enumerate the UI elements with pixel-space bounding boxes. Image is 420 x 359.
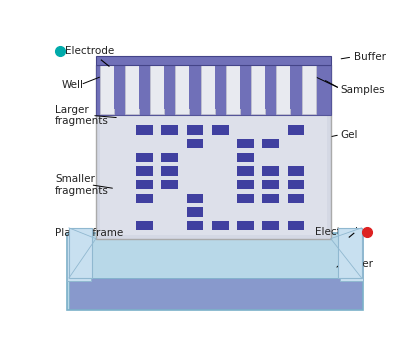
Bar <box>96 65 331 239</box>
Text: Buffer: Buffer <box>341 259 373 269</box>
Bar <box>251 65 265 114</box>
Bar <box>288 221 304 230</box>
Bar <box>96 56 331 65</box>
Bar <box>136 153 153 162</box>
Bar <box>161 180 178 189</box>
Bar <box>186 125 204 135</box>
Bar <box>164 65 176 109</box>
Text: Larger
fragments: Larger fragments <box>55 105 109 126</box>
Bar <box>201 65 215 114</box>
Bar <box>288 166 304 176</box>
Text: Smaller
fragments: Smaller fragments <box>55 174 109 196</box>
Bar <box>136 180 153 189</box>
Bar <box>114 65 125 109</box>
Bar <box>212 221 229 230</box>
Bar <box>100 65 114 114</box>
Bar <box>226 65 240 114</box>
Bar <box>276 65 290 114</box>
Bar <box>189 65 201 109</box>
Bar <box>262 166 279 176</box>
Bar <box>290 65 302 109</box>
Bar <box>186 139 204 148</box>
Bar <box>212 125 229 135</box>
Bar <box>262 221 279 230</box>
Bar <box>215 65 226 109</box>
Bar <box>139 65 150 109</box>
Text: Buffer: Buffer <box>354 52 386 62</box>
Text: Electrode: Electrode <box>65 46 114 56</box>
Bar <box>288 125 304 135</box>
Bar <box>136 221 153 230</box>
Bar <box>288 194 304 203</box>
Bar <box>340 233 363 281</box>
Bar <box>265 65 276 109</box>
Bar <box>150 65 164 114</box>
Text: Plastic frame: Plastic frame <box>55 228 123 238</box>
Bar <box>69 228 92 278</box>
Bar <box>237 166 254 176</box>
Bar <box>302 65 315 114</box>
Text: Well: Well <box>61 80 83 90</box>
Bar <box>339 228 362 278</box>
Bar <box>136 194 153 203</box>
Bar <box>69 278 362 309</box>
Bar <box>237 139 254 148</box>
Bar <box>136 125 153 135</box>
Bar <box>161 166 178 176</box>
Bar <box>240 65 251 109</box>
Bar <box>161 125 178 135</box>
Text: Samples: Samples <box>341 85 386 95</box>
Bar <box>186 221 204 230</box>
Bar <box>125 65 139 114</box>
Bar <box>237 194 254 203</box>
Bar <box>176 65 189 114</box>
Bar <box>67 233 363 310</box>
Bar <box>186 208 204 216</box>
Bar <box>262 180 279 189</box>
Bar <box>262 139 279 148</box>
Bar <box>100 69 327 235</box>
Bar <box>96 65 331 116</box>
Bar <box>237 153 254 162</box>
Bar <box>237 180 254 189</box>
Bar <box>237 221 254 230</box>
Bar <box>262 194 279 203</box>
Bar <box>136 166 153 176</box>
Bar <box>161 153 178 162</box>
Text: Electrode: Electrode <box>315 227 365 237</box>
Text: Gel: Gel <box>341 130 358 140</box>
Bar <box>186 194 204 203</box>
Bar <box>288 180 304 189</box>
Bar <box>67 233 91 281</box>
